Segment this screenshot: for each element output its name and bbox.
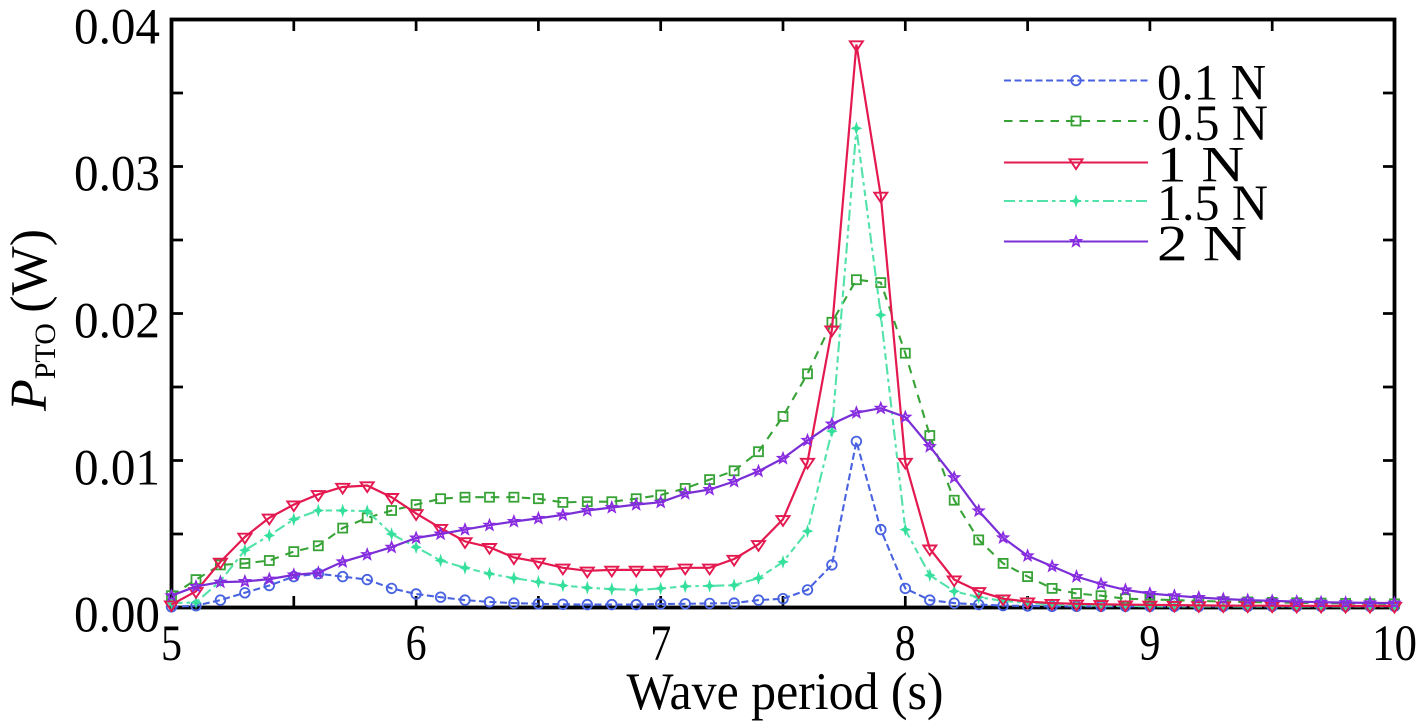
svg-text:2 N: 2 N [1157, 217, 1247, 273]
svg-text:5: 5 [161, 616, 182, 672]
svg-text:0.5 N: 0.5 N [1157, 96, 1268, 152]
svg-text:9: 9 [1139, 616, 1160, 672]
svg-text:PPTO (W): PPTO (W) [1, 229, 62, 412]
svg-text:0.04: 0.04 [74, 0, 160, 56]
svg-text:1 N: 1 N [1157, 138, 1244, 194]
svg-text:7: 7 [650, 616, 671, 672]
svg-text:10: 10 [1372, 616, 1417, 672]
svg-text:0.03: 0.03 [74, 147, 160, 203]
svg-text:0.02: 0.02 [74, 294, 160, 350]
svg-text:6: 6 [406, 616, 427, 672]
svg-text:Wave period (s): Wave period (s) [627, 663, 944, 721]
svg-text:1.5 N: 1.5 N [1157, 176, 1268, 232]
svg-text:0.00: 0.00 [74, 588, 160, 644]
svg-text:0.01: 0.01 [74, 441, 160, 497]
svg-text:0.1 N: 0.1 N [1157, 56, 1266, 112]
svg-text:8: 8 [895, 616, 916, 672]
